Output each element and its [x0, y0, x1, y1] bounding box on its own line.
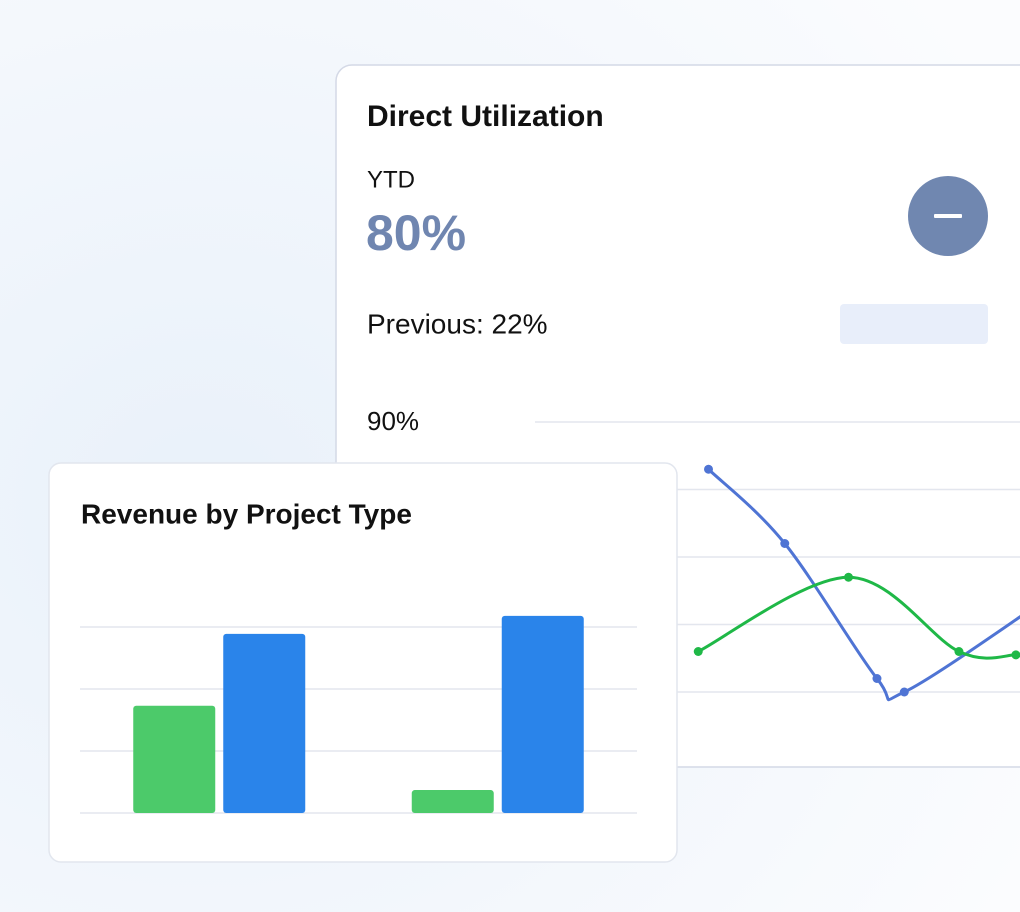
- data-point: [844, 572, 854, 582]
- y-tick-label: 90%: [367, 406, 419, 436]
- data-point: [872, 674, 882, 683]
- data-point: [954, 647, 964, 656]
- data-point: [780, 539, 790, 548]
- line-series: [697, 575, 1016, 660]
- bar: [411, 790, 494, 813]
- bar: [223, 633, 306, 813]
- data-point: [1011, 650, 1020, 660]
- bar: [133, 705, 216, 813]
- bar: [501, 615, 584, 813]
- placeholder-bar: [840, 304, 988, 344]
- data-point: [899, 687, 909, 697]
- period-label: YTD: [367, 166, 415, 193]
- card-title: Revenue by Project Type: [81, 498, 412, 529]
- minus-icon[interactable]: [934, 214, 962, 218]
- card-title: Direct Utilization: [367, 100, 604, 133]
- kpi-value: 80%: [366, 205, 466, 261]
- data-point: [693, 647, 703, 656]
- bar-chart: [80, 615, 637, 814]
- collapse-button[interactable]: [908, 176, 988, 256]
- previous-value: Previous: 22%: [367, 308, 548, 339]
- data-point: [704, 464, 713, 474]
